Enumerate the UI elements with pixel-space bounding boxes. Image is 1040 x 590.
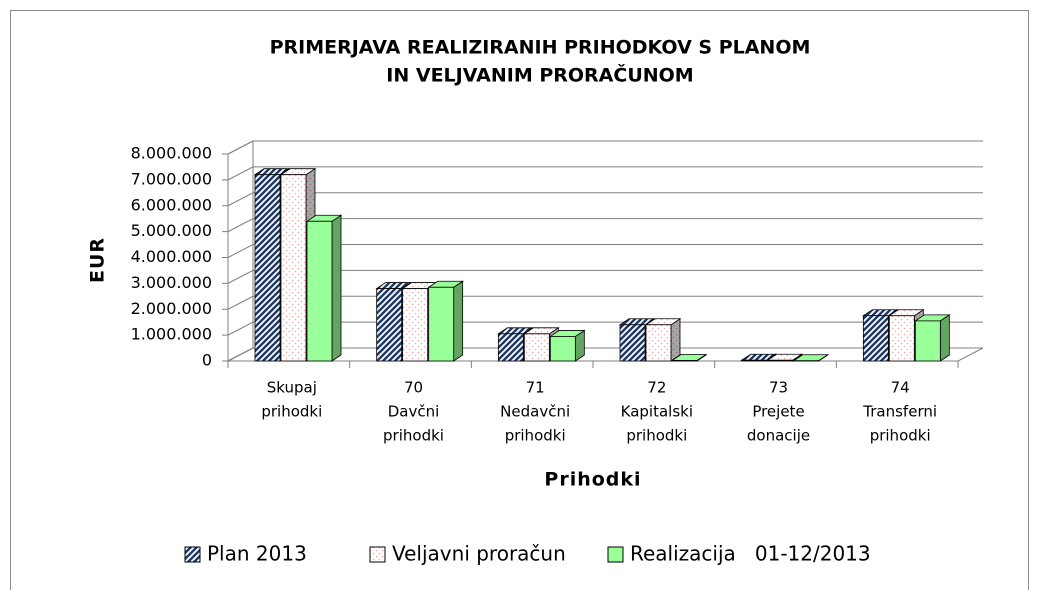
bar xyxy=(645,324,672,362)
chart-title: PRIMERJAVA REALIZIRANIH PRIHODKOV S PLAN… xyxy=(270,37,811,59)
grid-line xyxy=(227,166,983,181)
bar xyxy=(306,220,333,362)
grid-line xyxy=(227,218,983,233)
y-tick-label: 5.000.000 xyxy=(131,221,212,240)
grid-line xyxy=(227,295,983,310)
x-tick-label: Kapitalski xyxy=(621,403,693,421)
grid-line xyxy=(227,269,983,284)
x-tick-label: prihodki xyxy=(261,403,322,421)
legend-swatch xyxy=(184,546,201,563)
x-tick-label: Davčni xyxy=(388,403,440,421)
y-tick-label: 7.000.000 xyxy=(131,169,212,188)
x-tick-label: 70 xyxy=(404,379,423,397)
x-tick-label: 72 xyxy=(647,379,666,397)
chart-title: IN VELJVANIM PRORAČUNOM xyxy=(386,63,693,87)
legend-swatch xyxy=(607,546,624,563)
legend-label: Realizacija 01-12/2013 xyxy=(630,542,871,566)
y-tick-label: 4.000.000 xyxy=(131,247,212,266)
x-tick-label: prihodki xyxy=(505,427,566,445)
bar-side-shade xyxy=(940,314,950,361)
bar xyxy=(497,333,524,362)
bar xyxy=(402,288,429,362)
legend-swatch xyxy=(369,546,386,563)
x-tick-label: donacije xyxy=(747,427,810,445)
y-axis-title: EUR xyxy=(87,237,109,283)
bar-side-shade xyxy=(671,318,680,361)
x-tick-label: Skupaj xyxy=(267,379,317,397)
bar-side-shade xyxy=(453,281,463,361)
x-tick-label: Prejete xyxy=(752,403,804,421)
bar xyxy=(254,174,281,362)
grid-line xyxy=(227,192,983,207)
x-tick-label: prihodki xyxy=(870,427,931,445)
bar-side-shade xyxy=(575,330,585,361)
bar xyxy=(888,315,915,362)
grid-line xyxy=(227,321,983,336)
bar xyxy=(862,315,889,362)
x-tick-label: 71 xyxy=(526,379,545,397)
x-tick-label: prihodki xyxy=(626,427,687,445)
y-tick-label: 3.000.000 xyxy=(131,273,212,292)
grid-line xyxy=(227,140,983,155)
x-tick-label: Transferni xyxy=(862,403,937,421)
grid-line xyxy=(227,347,983,362)
x-tick-label: 74 xyxy=(891,379,910,397)
x-tick-label: prihodki xyxy=(383,427,444,445)
bar-side-shade xyxy=(332,215,341,361)
y-tick-label: 1.000.000 xyxy=(131,325,212,344)
bar xyxy=(767,359,794,362)
x-tick-label: 73 xyxy=(769,379,788,397)
legend-label: Veljavni proračun xyxy=(392,542,566,566)
x-tick-label: Nedavčni xyxy=(500,403,570,421)
x-axis-title: Prihodki xyxy=(544,469,641,491)
bar xyxy=(428,286,455,362)
legend-label: Plan 2013 xyxy=(207,542,307,566)
y-tick-label: 2.000.000 xyxy=(131,299,212,318)
y-tick-label: 8.000.000 xyxy=(131,144,212,163)
bar xyxy=(741,359,768,362)
y-tick-label: 0 xyxy=(202,351,212,370)
bar xyxy=(523,333,550,362)
chart-frame xyxy=(10,10,1029,590)
bar xyxy=(376,288,403,362)
bar xyxy=(549,336,576,362)
y-tick-label: 6.000.000 xyxy=(131,195,212,214)
grid-line xyxy=(227,244,983,258)
bar xyxy=(619,324,646,362)
bar xyxy=(914,320,941,362)
bar xyxy=(671,360,698,362)
bar xyxy=(280,174,307,362)
